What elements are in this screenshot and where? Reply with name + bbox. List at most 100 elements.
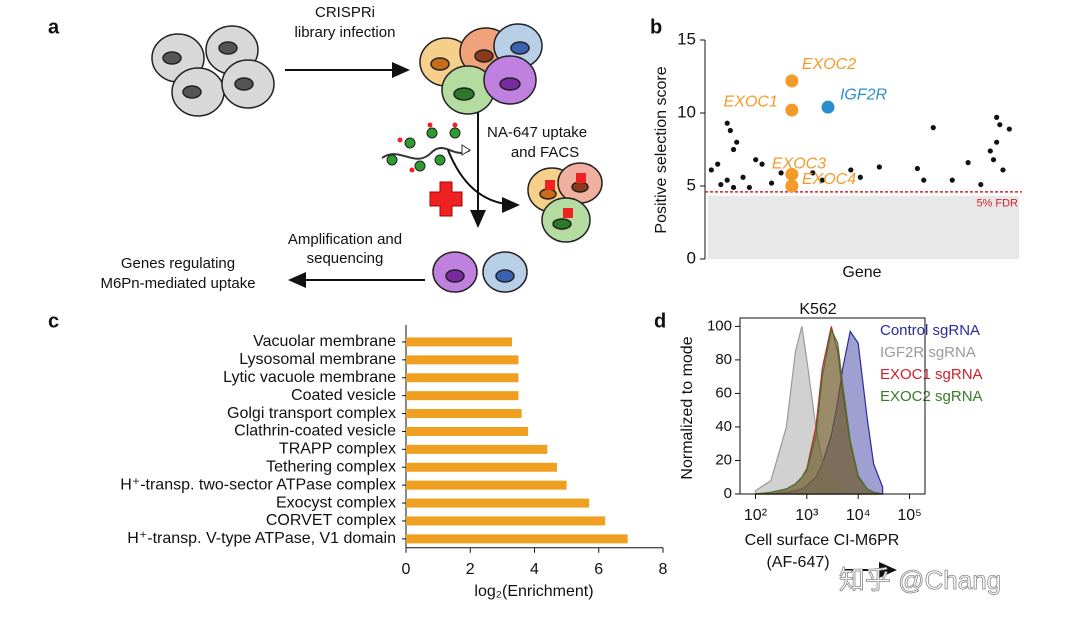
- y-tick-label: 5: [687, 175, 696, 194]
- panel-letter: a: [48, 16, 60, 38]
- x-tick-label: 6: [594, 561, 603, 578]
- category-label: Clathrin-coated vesicle: [234, 423, 396, 440]
- y-tick-label: 100: [707, 317, 732, 334]
- highlight-label: EXOC4: [802, 171, 856, 188]
- highlight-label: IGF2R: [840, 86, 888, 103]
- point: [848, 167, 854, 173]
- point: [734, 139, 740, 145]
- bar: [406, 409, 522, 419]
- step-label: NA-647 uptake: [487, 124, 587, 141]
- point: [724, 120, 730, 126]
- category-label: Tethering complex: [266, 458, 396, 475]
- point: [759, 161, 765, 167]
- category-label: Exocyst complex: [276, 494, 396, 511]
- y-tick-label: 10: [677, 102, 696, 121]
- point: [921, 177, 927, 183]
- bar: [406, 426, 529, 436]
- library-cells: [419, 23, 543, 115]
- histogram: [755, 327, 883, 495]
- x-tick-label: 4: [530, 561, 539, 578]
- x-axis-label: Gene: [842, 264, 881, 281]
- y-tick-label: 0: [724, 485, 732, 502]
- x-tick-label: 0: [402, 561, 411, 578]
- point: [990, 157, 997, 163]
- x-tick-label: 10⁴: [846, 507, 871, 524]
- category-label: Coated vesicle: [291, 387, 396, 404]
- bar: [406, 444, 548, 454]
- x-axis-label: log₂(Enrichment): [474, 583, 593, 600]
- point: [930, 125, 936, 131]
- highlight-point: [785, 167, 799, 181]
- x-tick-label: 10²: [744, 507, 768, 524]
- point: [718, 181, 724, 188]
- y-tick-label: 15: [677, 29, 696, 48]
- bar: [406, 355, 519, 365]
- bar: [406, 534, 628, 544]
- x-tick-label: 10³: [795, 507, 819, 524]
- point: [994, 139, 1000, 145]
- category-label: Lysosomal membrane: [239, 351, 396, 368]
- x-axis-label: (AF-647): [766, 554, 829, 571]
- bar: [406, 391, 519, 401]
- ligand: [381, 122, 471, 173]
- gray-cells: [151, 25, 275, 117]
- x-tick-label: 2: [466, 561, 475, 578]
- point: [715, 161, 721, 167]
- point: [914, 165, 920, 172]
- bar: [406, 516, 606, 526]
- y-tick-label: 0: [687, 248, 696, 267]
- bar: [406, 373, 519, 383]
- highlight-point: [821, 100, 835, 114]
- panel-letter: d: [654, 310, 666, 332]
- point: [730, 184, 737, 191]
- point: [1000, 167, 1006, 173]
- step-label: CRISPRi: [315, 4, 375, 21]
- category-label: Lytic vacuole membrane: [223, 369, 396, 386]
- highlight-point: [785, 179, 799, 193]
- legend-entry: Control sgRNA: [880, 322, 980, 339]
- point: [810, 170, 816, 176]
- point: [876, 164, 882, 170]
- y-tick-label: 60: [715, 384, 732, 401]
- step-label: Amplification and: [288, 231, 402, 248]
- category-label: CORVET complex: [266, 512, 396, 529]
- point: [994, 114, 1000, 120]
- highlight-label: EXOC2: [802, 56, 856, 73]
- step-label: library infection: [295, 24, 396, 41]
- plot-frame: [739, 317, 926, 495]
- category-label: H⁺-transp. V-type ATPase, V1 domain: [127, 530, 396, 547]
- category-label: Golgi transport complex: [227, 405, 396, 422]
- point: [768, 180, 775, 186]
- legend-entry: EXOC1 sgRNA: [880, 366, 983, 383]
- hit-cells: [432, 251, 528, 293]
- point: [978, 181, 984, 188]
- point: [753, 157, 759, 163]
- point: [730, 146, 737, 153]
- x-tick-label: 8: [659, 561, 668, 578]
- bar: [406, 462, 557, 472]
- x-tick-label: 10⁵: [897, 507, 921, 524]
- bar: [406, 498, 590, 508]
- legend-entry: EXOC2 sgRNA: [880, 388, 983, 405]
- sorted-cells: [527, 162, 603, 243]
- threshold-label: 5% FDR: [976, 198, 1018, 210]
- y-tick-label: 40: [715, 418, 732, 435]
- step-label: and FACS: [511, 144, 579, 161]
- bar: [406, 337, 513, 347]
- point: [708, 167, 714, 173]
- step-label: Genes regulating: [121, 255, 235, 272]
- background-points: [708, 195, 1019, 259]
- arrow: [447, 149, 520, 213]
- x-axis-label: Cell surface CI-M6PR: [745, 532, 900, 549]
- point: [740, 174, 746, 180]
- point: [1006, 126, 1012, 132]
- histogram: [755, 329, 884, 495]
- point: [997, 122, 1003, 128]
- highlight-point: [785, 103, 799, 117]
- highlight-label: EXOC1: [724, 93, 778, 110]
- point: [727, 127, 733, 134]
- dye: [429, 181, 463, 217]
- point: [965, 160, 971, 166]
- point: [778, 170, 784, 176]
